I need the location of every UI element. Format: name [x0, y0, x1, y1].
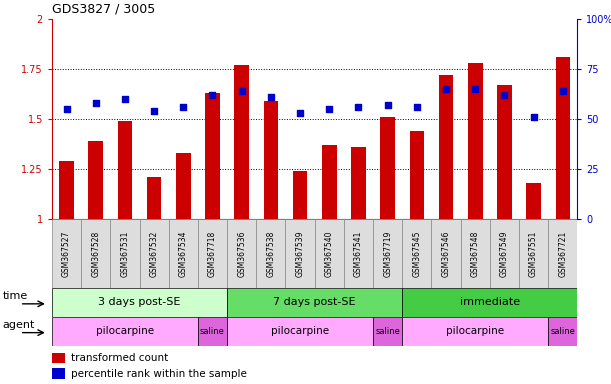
Bar [256, 219, 285, 288]
Text: transformed count: transformed count [71, 353, 168, 363]
Bar [548, 219, 577, 288]
Bar [293, 171, 307, 219]
Point [120, 96, 130, 102]
Text: GDS3827 / 3005: GDS3827 / 3005 [52, 2, 155, 15]
Bar [52, 288, 227, 317]
Bar [285, 219, 315, 288]
Text: GSM367534: GSM367534 [179, 230, 188, 277]
Bar [227, 288, 402, 317]
Bar [351, 147, 366, 219]
Bar [409, 131, 424, 219]
Bar [235, 65, 249, 219]
Text: GSM367541: GSM367541 [354, 230, 363, 276]
Bar [344, 219, 373, 288]
Bar [52, 353, 65, 363]
Bar [198, 317, 227, 346]
Point [354, 104, 364, 110]
Point [208, 92, 218, 98]
Bar [497, 85, 512, 219]
Text: GSM367719: GSM367719 [383, 230, 392, 276]
Bar [402, 219, 431, 288]
Point [62, 106, 71, 112]
Point [382, 102, 392, 108]
Bar [59, 161, 74, 219]
Text: immediate: immediate [459, 297, 520, 308]
Point [529, 114, 538, 120]
Bar [519, 219, 548, 288]
Text: GSM367531: GSM367531 [120, 230, 130, 276]
Text: GSM367540: GSM367540 [325, 230, 334, 277]
Text: saline: saline [200, 327, 225, 336]
Text: saline: saline [375, 327, 400, 336]
Point [91, 100, 101, 106]
Point [412, 104, 422, 110]
Bar [263, 101, 278, 219]
Bar [227, 219, 256, 288]
Bar [468, 63, 483, 219]
Text: GSM367721: GSM367721 [558, 230, 567, 276]
Text: saline: saline [551, 327, 575, 336]
Bar [439, 75, 453, 219]
Point [324, 106, 334, 112]
Bar [526, 183, 541, 219]
Bar [139, 219, 169, 288]
Text: GSM367548: GSM367548 [470, 230, 480, 276]
Bar [380, 117, 395, 219]
Text: GSM367546: GSM367546 [442, 230, 450, 277]
Point [266, 94, 276, 100]
Text: GSM367538: GSM367538 [266, 230, 276, 276]
Bar [315, 219, 344, 288]
Text: time: time [2, 291, 28, 301]
Point [178, 104, 188, 110]
Bar [461, 219, 490, 288]
Bar [89, 141, 103, 219]
Text: GSM367549: GSM367549 [500, 230, 509, 277]
Bar [198, 219, 227, 288]
Bar [169, 219, 198, 288]
Text: pilocarpine: pilocarpine [271, 326, 329, 336]
Bar [373, 317, 402, 346]
Bar [227, 317, 373, 346]
Text: agent: agent [2, 320, 35, 330]
Point [441, 86, 451, 92]
Text: GSM367545: GSM367545 [412, 230, 422, 277]
Text: percentile rank within the sample: percentile rank within the sample [71, 369, 247, 379]
Bar [111, 219, 139, 288]
Point [149, 108, 159, 114]
Text: GSM367528: GSM367528 [91, 230, 100, 276]
Bar [81, 219, 111, 288]
Text: 7 days post-SE: 7 days post-SE [273, 297, 356, 308]
Text: GSM367539: GSM367539 [296, 230, 304, 277]
Point [500, 92, 510, 98]
Bar [402, 317, 548, 346]
Bar [52, 368, 65, 379]
Text: GSM367532: GSM367532 [150, 230, 159, 276]
Text: 3 days post-SE: 3 days post-SE [98, 297, 181, 308]
Text: GSM367718: GSM367718 [208, 230, 217, 276]
Bar [147, 177, 161, 219]
Bar [52, 219, 81, 288]
Bar [490, 219, 519, 288]
Point [237, 88, 247, 94]
Text: pilocarpine: pilocarpine [446, 326, 504, 336]
Bar [373, 219, 402, 288]
Bar [431, 219, 461, 288]
Text: GSM367551: GSM367551 [529, 230, 538, 276]
Bar [555, 57, 570, 219]
Point [558, 88, 568, 94]
Text: pilocarpine: pilocarpine [96, 326, 154, 336]
Bar [322, 145, 337, 219]
Bar [118, 121, 132, 219]
Text: GSM367536: GSM367536 [237, 230, 246, 277]
Bar [205, 93, 220, 219]
Bar [402, 288, 577, 317]
Text: GSM367527: GSM367527 [62, 230, 71, 276]
Bar [52, 317, 198, 346]
Point [470, 86, 480, 92]
Bar [548, 317, 577, 346]
Point [295, 110, 305, 116]
Bar [176, 153, 191, 219]
